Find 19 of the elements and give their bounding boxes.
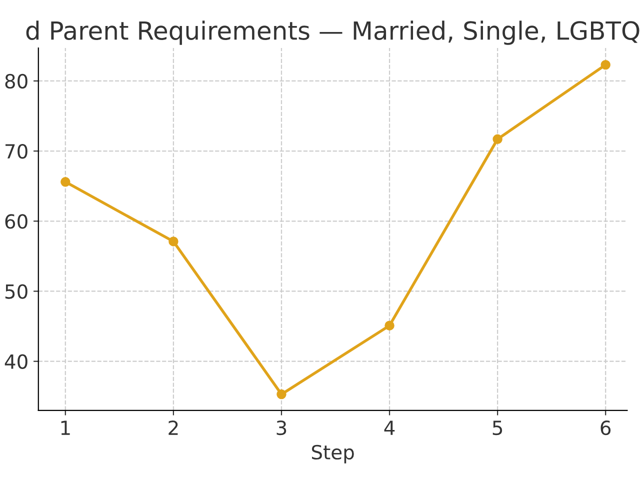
x-tick-label: 3 [276,420,286,436]
y-tick-label: 40 [4,354,28,369]
point [276,389,286,400]
x-tick-label: 2 [168,420,178,435]
x-tick-label: 1 [61,420,70,435]
x-axis-title: Step [312,444,354,464]
point [168,236,178,246]
point [600,60,610,70]
y-tick-label: 80 [5,74,28,89]
x-tick-label: 5 [492,420,502,436]
x-tick-label: 6 [600,420,611,436]
x-tick-label: 4 [384,420,395,435]
point [384,320,394,330]
point [492,134,502,144]
y-tick-label: 60 [5,214,28,229]
y-tick-label: 70 [6,144,28,159]
chart-title: d Parent Requirements — Married, Single, LGBTQ [26,20,640,45]
point [60,177,70,187]
y-tick-label: 50 [5,284,28,299]
